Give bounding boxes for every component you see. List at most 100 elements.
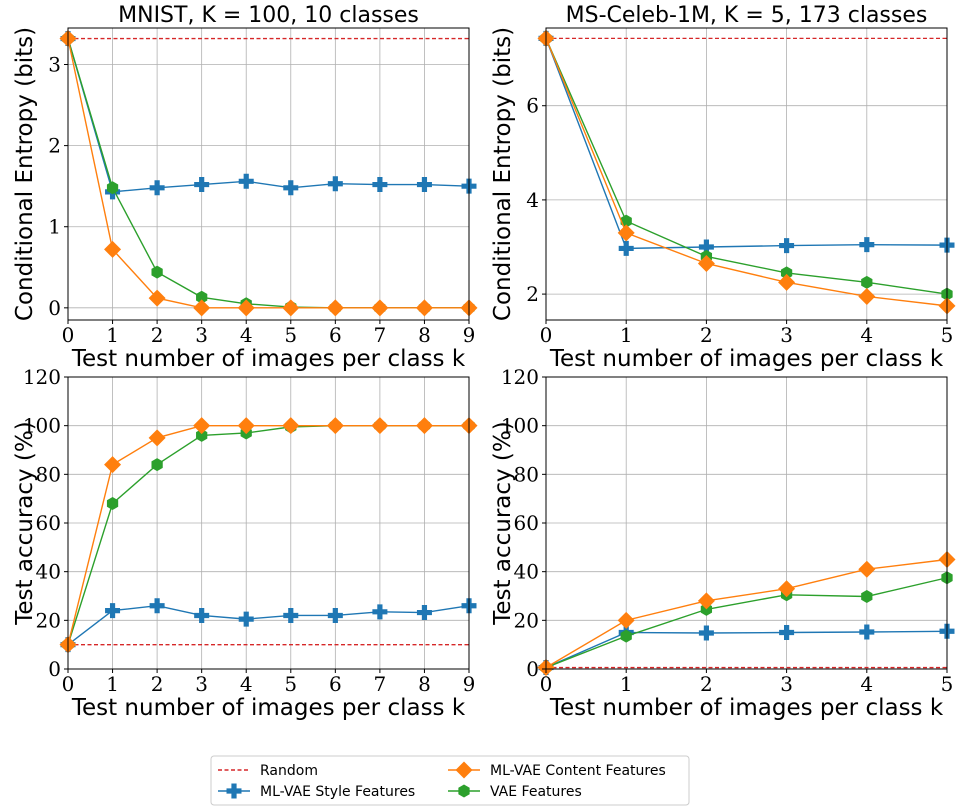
data-point-style bbox=[283, 607, 299, 623]
legend-label-vae: VAE Features bbox=[490, 784, 582, 800]
data-point-vae bbox=[196, 428, 208, 442]
series-line-content bbox=[67, 38, 469, 309]
panel-title: MNIST, K = 100, 10 classes bbox=[118, 3, 419, 28]
y-tick-label: 1 bbox=[48, 215, 61, 239]
y-tick-label: 2 bbox=[48, 134, 61, 158]
data-point-style bbox=[105, 603, 121, 619]
data-point-content bbox=[778, 580, 796, 598]
series-vae bbox=[540, 571, 953, 675]
data-point-vae bbox=[151, 458, 163, 472]
legend-label-style: ML-VAE Style Features bbox=[260, 784, 415, 800]
x-tick-label: 0 bbox=[62, 323, 75, 347]
x-tick-label: 3 bbox=[780, 323, 793, 347]
axes-frame bbox=[67, 27, 470, 321]
x-tick-label: 2 bbox=[151, 672, 164, 696]
data-point-style bbox=[618, 240, 634, 256]
x-tick-label: 8 bbox=[418, 323, 431, 347]
x-tick-label: 1 bbox=[620, 672, 633, 696]
series-content bbox=[59, 30, 478, 317]
x-tick-label: 2 bbox=[700, 323, 713, 347]
data-point-style bbox=[779, 625, 795, 640]
series-line-content bbox=[545, 38, 948, 307]
y-tick-label: 100 bbox=[501, 414, 539, 438]
legend: Random ML-VAE Style Features ML-VAE Conten… bbox=[210, 755, 690, 806]
panel-mnist-entropy: 0 1 2 3 4 5 6 7 8 9 0 1 2 3 MNIST, K = 100, 10 classes… bbox=[12, 3, 478, 372]
data-point-style bbox=[859, 237, 875, 253]
axes-frame bbox=[545, 27, 948, 321]
y-tick-label: 40 bbox=[514, 560, 539, 584]
x-tick-label: 4 bbox=[860, 323, 873, 347]
y-tick-label: 60 bbox=[36, 511, 61, 535]
series-content bbox=[537, 551, 956, 677]
data-point-style bbox=[698, 239, 714, 255]
data-point-content bbox=[697, 254, 715, 272]
x-tick-label: 6 bbox=[329, 672, 342, 696]
x-tick-label: 9 bbox=[463, 672, 476, 696]
data-point-content bbox=[104, 240, 122, 258]
series-vae bbox=[540, 31, 953, 301]
data-point-style bbox=[327, 176, 343, 192]
y-tick-label: 0 bbox=[526, 657, 539, 681]
series-line-style bbox=[67, 38, 470, 193]
series-style bbox=[60, 31, 477, 200]
x-tick-label: 5 bbox=[941, 672, 954, 696]
x-tick-label: 0 bbox=[540, 672, 553, 696]
x-tick-label: 3 bbox=[195, 323, 208, 347]
data-point-content bbox=[193, 417, 211, 435]
x-tick-label: 6 bbox=[329, 323, 342, 347]
legend-label-random: Random bbox=[260, 763, 318, 779]
y-tick-label: 20 bbox=[514, 608, 539, 632]
legend-entry-random: Random bbox=[218, 763, 318, 779]
series-style bbox=[60, 598, 477, 653]
data-point-vae bbox=[106, 181, 119, 195]
x-axis-label: Test number of images per class k bbox=[549, 695, 944, 721]
data-point-content bbox=[415, 299, 433, 317]
y-axis-label: Conditional Entropy (bits) bbox=[490, 27, 516, 321]
x-tick-label: 2 bbox=[700, 672, 713, 696]
x-tick-label: 3 bbox=[195, 672, 208, 696]
x-tick-label: 7 bbox=[374, 323, 387, 347]
y-tick-label: 120 bbox=[501, 365, 539, 389]
series-line-style bbox=[545, 630, 948, 669]
x-tick-label: 2 bbox=[151, 323, 164, 347]
data-point-style bbox=[779, 238, 795, 254]
data-point-style bbox=[372, 604, 388, 620]
data-point-content bbox=[282, 299, 300, 317]
x-tick-label: 1 bbox=[106, 323, 119, 347]
x-axis-label: Test number of images per class k bbox=[549, 346, 944, 372]
data-point-vae bbox=[780, 266, 793, 280]
series-line-style bbox=[67, 605, 470, 646]
x-tick-label: 5 bbox=[941, 323, 954, 347]
data-point-content bbox=[617, 611, 635, 629]
x-tick-label: 3 bbox=[780, 672, 793, 696]
data-point-content bbox=[858, 287, 876, 305]
y-tick-label: 0 bbox=[48, 296, 61, 320]
legend-label-content: ML-VAE Content Features bbox=[490, 763, 666, 779]
y-tick-label: 4 bbox=[526, 188, 539, 212]
data-point-content bbox=[858, 560, 876, 578]
x-tick-label: 8 bbox=[418, 672, 431, 696]
series-vae bbox=[62, 32, 475, 315]
data-point-content bbox=[326, 299, 344, 317]
data-point-style bbox=[238, 173, 254, 189]
data-point-content bbox=[617, 224, 635, 242]
data-point-content bbox=[326, 417, 344, 435]
x-tick-label: 0 bbox=[62, 672, 75, 696]
data-point-style bbox=[372, 177, 388, 193]
y-tick-label: 20 bbox=[36, 608, 61, 632]
legend-entry-content: ML-VAE Content Features bbox=[448, 761, 666, 779]
y-tick-label: 6 bbox=[526, 94, 539, 118]
data-point-style bbox=[698, 625, 714, 641]
series-content bbox=[537, 29, 956, 315]
data-point-content bbox=[237, 417, 255, 435]
data-point-content bbox=[415, 417, 433, 435]
x-tick-label: 1 bbox=[106, 672, 119, 696]
panel-celeb-accuracy: 0 1 2 3 4 5 0 20 40 60 80 100 120 Test number of imag… bbox=[490, 365, 956, 721]
legend-marker-content bbox=[455, 761, 473, 779]
y-tick-label: 40 bbox=[36, 560, 61, 584]
y-tick-label: 0 bbox=[48, 657, 61, 681]
x-tick-label: 5 bbox=[284, 323, 297, 347]
data-point-content bbox=[148, 289, 166, 307]
data-point-style bbox=[859, 624, 875, 640]
data-point-content bbox=[104, 456, 122, 474]
